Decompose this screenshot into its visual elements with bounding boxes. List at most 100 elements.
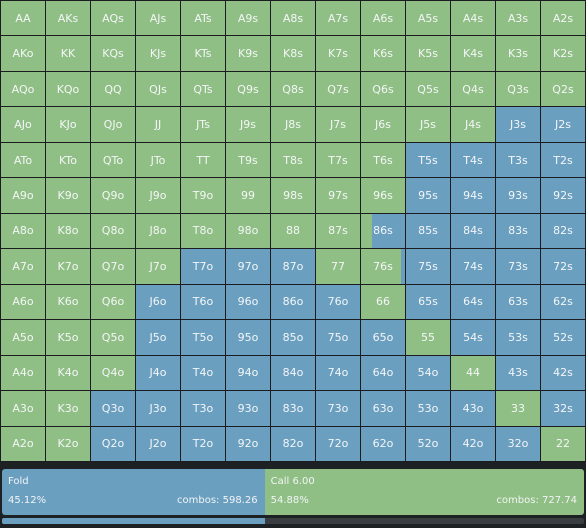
hand-cell[interactable]: J2o — [136, 426, 180, 461]
hand-cell[interactable]: 73s — [496, 249, 540, 284]
hand-cell[interactable]: T2s — [541, 142, 585, 178]
hand-cell[interactable]: T9o — [181, 178, 225, 213]
hand-cell[interactable]: 54s — [451, 320, 495, 355]
hand-cell[interactable]: 53o — [406, 391, 450, 426]
hand-cell[interactable]: KQs — [91, 36, 135, 71]
fold-action-panel[interactable]: Fold 45.12% combos: 598.26 — [2, 469, 265, 515]
call-action-panel[interactable]: Call 6.00 54.88% combos: 727.74 — [264, 469, 584, 515]
hand-cell[interactable]: 75o — [316, 320, 360, 355]
hand-cell[interactable]: K4o — [46, 355, 90, 391]
hand-cell[interactable]: 44 — [451, 355, 495, 391]
hand-cell[interactable]: A4o — [1, 355, 45, 391]
hand-cell[interactable]: Q5s — [406, 71, 450, 107]
hand-cell[interactable]: K2o — [46, 426, 90, 461]
hand-cell[interactable]: J9s — [226, 107, 270, 142]
hand-cell[interactable]: T3s — [496, 142, 540, 178]
hand-cell[interactable]: J3s — [496, 107, 540, 142]
hand-cell[interactable]: 62s — [541, 284, 585, 320]
hand-cell[interactable]: QTs — [181, 71, 225, 107]
hand-cell[interactable]: 22 — [541, 426, 585, 461]
hand-cell[interactable]: 87s — [316, 213, 360, 249]
hand-cell[interactable]: K3o — [46, 391, 90, 426]
hand-cell[interactable]: 93o — [226, 391, 270, 426]
hand-cell[interactable]: 96s — [361, 178, 405, 213]
hand-cell[interactable]: T2o — [181, 426, 225, 461]
hand-cell[interactable]: AKs — [46, 1, 90, 36]
hand-cell[interactable]: K4s — [451, 36, 495, 71]
hand-cell[interactable]: 42s — [541, 355, 585, 391]
hand-cell[interactable]: KJo — [46, 107, 90, 142]
hand-cell[interactable]: Q9s — [226, 71, 270, 107]
hand-cell[interactable]: T4s — [451, 142, 495, 178]
hand-cell[interactable]: 82o — [271, 426, 315, 461]
hand-cell[interactable]: 85s — [406, 213, 450, 249]
hand-cell[interactable]: 72o — [316, 426, 360, 461]
hand-cell[interactable]: QTo — [91, 142, 135, 178]
hand-cell[interactable]: AJs — [136, 1, 180, 36]
hand-cell[interactable]: Q6s — [361, 71, 405, 107]
hand-cell[interactable]: 64o — [361, 355, 405, 391]
hand-cell[interactable]: 32s — [541, 391, 585, 426]
hand-cell[interactable]: 76o — [316, 284, 360, 320]
hand-cell[interactable]: A5s — [406, 1, 450, 36]
hand-cell[interactable]: Q9o — [91, 178, 135, 213]
hand-cell[interactable]: AA — [1, 1, 45, 36]
hand-cell[interactable]: Q4s — [451, 71, 495, 107]
hand-cell[interactable]: 73o — [316, 391, 360, 426]
hand-cell[interactable]: K5s — [406, 36, 450, 71]
hand-cell[interactable]: 88 — [271, 213, 315, 249]
hand-cell[interactable]: 82s — [541, 213, 585, 249]
hand-cell[interactable]: 95s — [406, 178, 450, 213]
hand-cell[interactable]: 65o — [361, 320, 405, 355]
hand-cell[interactable]: 64s — [451, 284, 495, 320]
hand-cell[interactable]: Q7o — [91, 249, 135, 284]
hand-cell[interactable]: 33 — [496, 391, 540, 426]
hand-cell[interactable]: T5s — [406, 142, 450, 178]
hand-cell[interactable]: AQs — [91, 1, 135, 36]
hand-cell[interactable]: J3o — [136, 391, 180, 426]
hand-cell[interactable]: T7s — [316, 142, 360, 178]
hand-cell[interactable]: JJ — [136, 107, 180, 142]
hand-cell[interactable]: Q2o — [91, 426, 135, 461]
hand-cell[interactable]: 72s — [541, 249, 585, 284]
hand-cell[interactable]: A7o — [1, 249, 45, 284]
hand-cell[interactable]: 98o — [226, 213, 270, 249]
hand-cell[interactable]: 63o — [361, 391, 405, 426]
hand-cell[interactable]: Q6o — [91, 284, 135, 320]
hand-cell[interactable]: 93s — [496, 178, 540, 213]
hand-cell[interactable]: T5o — [181, 320, 225, 355]
hand-cell[interactable]: A9s — [226, 1, 270, 36]
hand-cell[interactable]: 54o — [406, 355, 450, 391]
hand-cell[interactable]: 77 — [316, 249, 360, 284]
hand-cell[interactable]: QQ — [91, 71, 135, 107]
hand-cell[interactable]: Q4o — [91, 355, 135, 391]
hand-cell[interactable]: QJs — [136, 71, 180, 107]
hand-cell[interactable]: 43o — [451, 391, 495, 426]
hand-cell[interactable]: J8s — [271, 107, 315, 142]
hand-cell[interactable]: 53s — [496, 320, 540, 355]
hand-cell[interactable]: 74s — [451, 249, 495, 284]
hand-cell[interactable]: 65s — [406, 284, 450, 320]
hand-cell[interactable]: 94o — [226, 355, 270, 391]
hand-cell[interactable]: Q3s — [496, 71, 540, 107]
hand-cell[interactable]: T8o — [181, 213, 225, 249]
hand-cell[interactable]: K8s — [271, 36, 315, 71]
hand-cell[interactable]: K7s — [316, 36, 360, 71]
hand-cell[interactable]: 32o — [496, 426, 540, 461]
hand-cell[interactable]: A2o — [1, 426, 45, 461]
hand-cell[interactable]: A3o — [1, 391, 45, 426]
hand-cell[interactable]: 76s — [361, 249, 405, 284]
hand-cell[interactable]: JTo — [136, 142, 180, 178]
hand-cell[interactable]: T7o — [181, 249, 225, 284]
hand-cell[interactable]: 43s — [496, 355, 540, 391]
hand-cell[interactable]: 52s — [541, 320, 585, 355]
hand-cell[interactable]: A8s — [271, 1, 315, 36]
hand-cell[interactable]: J4o — [136, 355, 180, 391]
hand-cell[interactable]: 94s — [451, 178, 495, 213]
hand-cell[interactable]: Q8o — [91, 213, 135, 249]
hand-cell[interactable]: ATs — [181, 1, 225, 36]
hand-cell[interactable]: J7s — [316, 107, 360, 142]
hand-cell[interactable]: K5o — [46, 320, 90, 355]
hand-cell[interactable]: 98s — [271, 178, 315, 213]
hand-cell[interactable]: Q2s — [541, 71, 585, 107]
